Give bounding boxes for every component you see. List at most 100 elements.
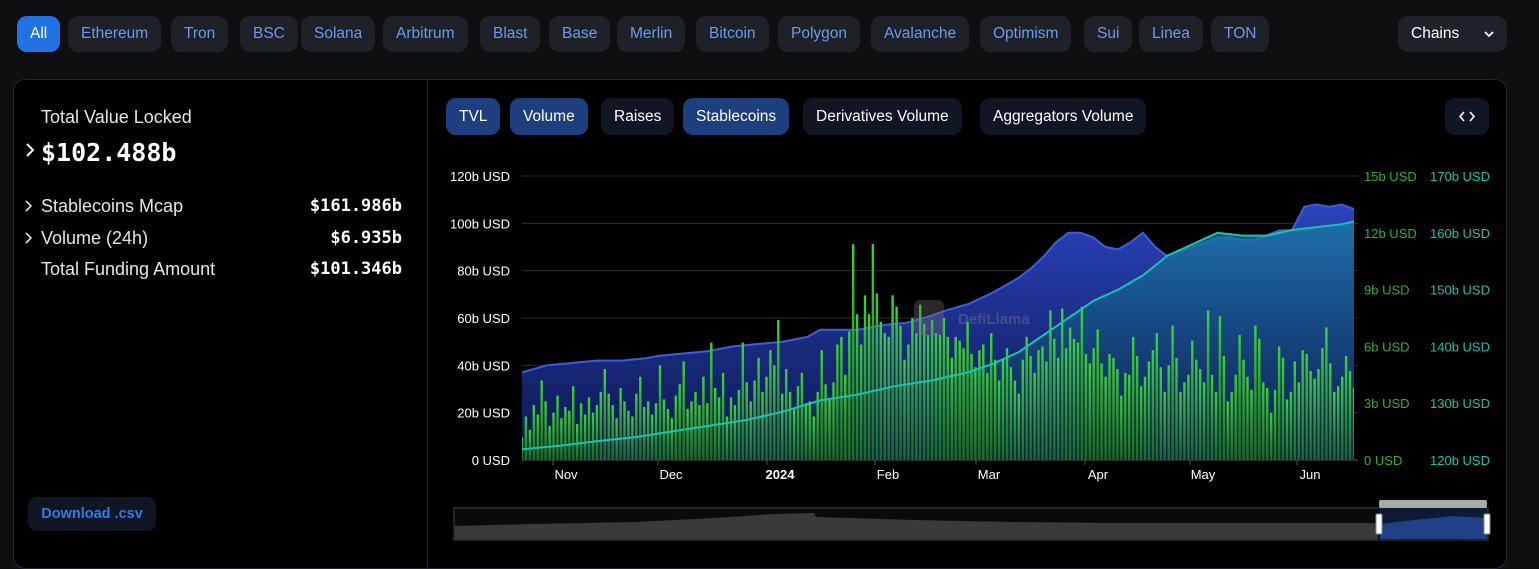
volume-bar [1037, 350, 1040, 460]
volume-bar [1045, 361, 1048, 460]
tab-stablecoins[interactable]: Stablecoins [683, 98, 790, 135]
volume-bar [1135, 355, 1139, 460]
volume-bar [741, 342, 744, 460]
tab-volume[interactable]: Volume [510, 98, 588, 135]
volume-bar [552, 412, 555, 460]
stat-row-stablecoins-mcap[interactable]: Stablecoins Mcap $161.986b [24, 194, 402, 218]
chain-pill-optimism[interactable]: Optimism [980, 16, 1072, 52]
volume-bar [1053, 338, 1056, 460]
volume-bar [706, 403, 709, 460]
volume-bar [1159, 367, 1162, 460]
volume-bar [1096, 329, 1099, 460]
volume-bar [1258, 338, 1261, 460]
volume-bar [702, 376, 705, 460]
chain-pill-linea[interactable]: Linea [1139, 16, 1203, 52]
y-tick-label: 60b USD [457, 311, 510, 326]
chain-pill-solana[interactable]: Solana [301, 16, 376, 52]
slider-handle-left[interactable] [1375, 513, 1383, 535]
zoom-slider[interactable] [453, 500, 1491, 541]
volume-bar [923, 323, 926, 460]
volume-bar [1005, 348, 1009, 460]
chain-pill-sui[interactable]: Sui [1084, 16, 1133, 52]
volume-bar [887, 336, 890, 460]
chain-pill-tron[interactable]: Tron [171, 16, 229, 52]
volume-bar [1029, 355, 1032, 460]
volume-bar [1104, 376, 1107, 460]
embed-button[interactable] [1445, 98, 1489, 135]
volume-bar [1100, 363, 1103, 460]
volume-bar [796, 386, 800, 460]
defillama-llama-icon [914, 300, 944, 336]
slider-handle-right[interactable] [1483, 513, 1491, 535]
volume-bar [1266, 388, 1269, 460]
volume-bar [1195, 359, 1198, 460]
chain-pill-polygon[interactable]: Polygon [778, 16, 861, 52]
volume-bar [560, 418, 563, 460]
volume-bar [1187, 374, 1190, 460]
chain-pill-merlin[interactable]: Merlin [617, 16, 686, 52]
volume-bar [1273, 389, 1277, 460]
tab-aggregators-volume[interactable]: Aggregators Volume [980, 98, 1147, 135]
volume-bar [844, 374, 847, 460]
slider-preview [455, 513, 1378, 539]
volume-bar [954, 336, 957, 460]
volume-bar [1120, 395, 1123, 460]
volume-bar [1001, 359, 1005, 460]
chain-pill-ethereum[interactable]: Ethereum [68, 16, 162, 52]
volume-bar [899, 325, 902, 460]
volume-bar [946, 336, 949, 460]
chain-pill-base[interactable]: Base [549, 16, 611, 52]
volume-bar [599, 391, 602, 460]
volume-bar [729, 397, 733, 460]
volume-bar [1163, 391, 1166, 460]
volume-bar [1072, 338, 1076, 460]
volume-bar [867, 314, 871, 460]
volume-bar [643, 407, 646, 460]
volume-bar [745, 382, 748, 460]
volume-bar [1033, 372, 1036, 460]
volume-bar [781, 393, 784, 460]
volume-bar [757, 357, 760, 460]
volume-bar [1297, 382, 1300, 460]
volume-bar [895, 306, 898, 460]
volume-bar [765, 376, 768, 460]
slider-drag-bar[interactable] [1379, 500, 1487, 508]
volume-bar [1108, 354, 1111, 460]
tvl-value: $102.488b [41, 138, 177, 167]
volume-bar [1171, 325, 1174, 460]
chain-pill-all[interactable]: All [17, 16, 61, 52]
chains-dropdown[interactable]: Chains [1398, 16, 1507, 52]
volume-bar [662, 399, 666, 460]
chevron-right-icon[interactable] [24, 142, 36, 158]
y-tick-label: 100b USD [450, 216, 510, 231]
tab-derivatives-volume[interactable]: Derivatives Volume [803, 98, 962, 135]
volume-bar [1254, 325, 1257, 460]
volume-bar [674, 395, 677, 460]
tab-tvl[interactable]: TVL [446, 98, 501, 135]
chain-pill-bitcoin[interactable]: Bitcoin [696, 16, 769, 52]
volume-bar [1317, 369, 1320, 460]
x-tick-label: Jun [1300, 467, 1321, 482]
chain-pill-arbitrum[interactable]: Arbitrum [383, 16, 468, 52]
volume-bar [800, 372, 804, 460]
tab-raises[interactable]: Raises [601, 98, 675, 135]
download-csv-button[interactable]: Download .csv [28, 497, 156, 531]
volume-bar [544, 401, 547, 460]
volume-bar [1139, 386, 1143, 460]
y-tick-label-volume: 6b USD [1364, 339, 1410, 354]
volume-bar [1179, 391, 1182, 460]
chain-pill-ton[interactable]: TON [1211, 16, 1270, 52]
volume-bar [871, 244, 875, 460]
chain-pill-bsc[interactable]: BSC [240, 16, 298, 52]
chain-pill-avalanche[interactable]: Avalanche [871, 16, 970, 52]
volume-bar [1191, 340, 1194, 460]
chains-dropdown-label: Chains [1411, 25, 1460, 42]
code-brackets-icon [1458, 111, 1476, 122]
volume-bar [1277, 346, 1281, 460]
chain-pill-blast[interactable]: Blast [480, 16, 541, 52]
stat-value: $6.935b [330, 228, 402, 248]
volume-bar [1116, 369, 1119, 460]
stat-row-volume-24h[interactable]: Volume (24h) $6.935b [24, 226, 402, 250]
volume-bar [1242, 359, 1245, 460]
volume-bar [528, 429, 532, 460]
